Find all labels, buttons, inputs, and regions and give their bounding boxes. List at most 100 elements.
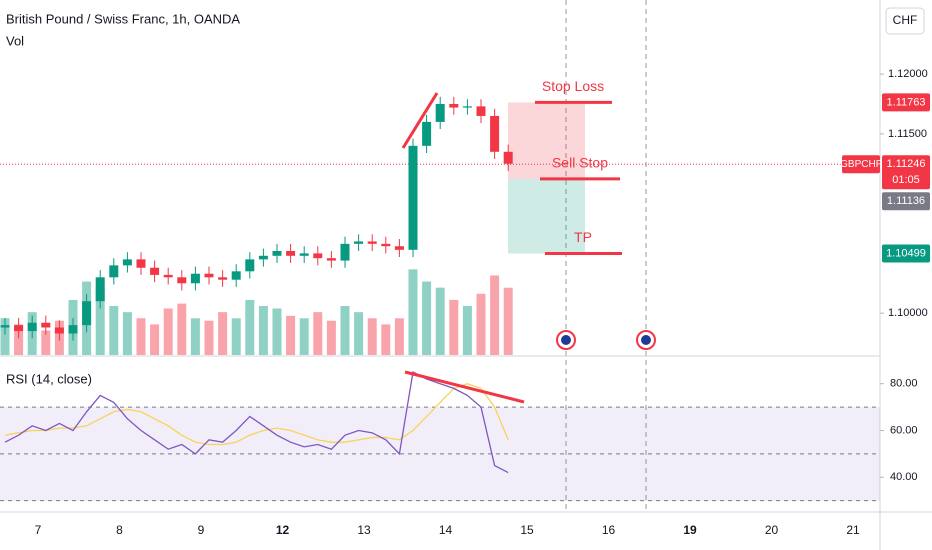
- x-tick-label: 12: [276, 523, 290, 537]
- price-label-box: [882, 192, 930, 211]
- volume-label: Vol: [6, 33, 24, 48]
- x-tick-label: 16: [602, 523, 616, 537]
- rsi-tick-label: 80.00: [890, 378, 918, 390]
- volume-bar: [422, 281, 432, 355]
- annotation-text: Stop Loss: [542, 78, 604, 94]
- volume-bar: [394, 318, 404, 355]
- volume-bar: [177, 303, 187, 355]
- candle-body: [435, 103, 445, 122]
- candle-body: [408, 145, 418, 250]
- price-label: 1.11136: [887, 195, 925, 207]
- candle-body: [218, 277, 228, 280]
- candle-body: [14, 325, 24, 332]
- x-tick-label: 8: [116, 523, 123, 537]
- candle-body: [272, 251, 282, 256]
- volume-bar: [41, 330, 51, 355]
- candle-body: [354, 241, 364, 244]
- candle-body: [258, 255, 268, 260]
- candle-body: [177, 277, 187, 284]
- price-label-box: [882, 155, 930, 190]
- symbol-box: [842, 155, 880, 174]
- event-icon[interactable]: [636, 330, 656, 350]
- rsi-label: RSI (14, close): [6, 371, 92, 386]
- x-tick-label: 19: [683, 523, 697, 537]
- volume-bar: [122, 312, 132, 355]
- currency-label[interactable]: CHF: [893, 13, 918, 27]
- candle-body: [490, 115, 500, 152]
- candle-body: [313, 253, 323, 259]
- x-tick-label: 7: [35, 523, 42, 537]
- volume-bar: [313, 312, 323, 355]
- candle-body: [326, 258, 336, 261]
- rsi-ma-line: [4, 383, 509, 446]
- annotation-text: Sell Stop: [552, 155, 608, 171]
- volume-bar: [462, 306, 472, 355]
- candle-body: [82, 301, 92, 326]
- trend-line: [404, 370, 525, 404]
- volume-bar: [490, 275, 500, 355]
- candle-body: [204, 273, 214, 278]
- candle-body: [462, 106, 472, 108]
- target-zone: [508, 178, 585, 254]
- y-tick-label: 1.12000: [888, 68, 928, 80]
- x-tick-label: 21: [846, 523, 860, 537]
- event-icon[interactable]: [556, 330, 576, 350]
- volume-bar: [367, 318, 377, 355]
- symbol-label: GBPCHF: [840, 159, 882, 170]
- volume-bar: [14, 324, 24, 355]
- volume-bar: [258, 306, 268, 355]
- volume-bar: [408, 269, 418, 355]
- volume-bar: [340, 306, 350, 355]
- candle-body: [367, 241, 377, 244]
- candle-body: [150, 267, 160, 275]
- trend-line: [401, 92, 439, 149]
- volume-bar: [204, 320, 214, 355]
- rsi-tick-label: 60.00: [890, 424, 918, 436]
- volume-bar: [109, 306, 119, 355]
- volume-bar: [286, 315, 296, 355]
- volume-bar: [503, 287, 513, 355]
- candle-body: [0, 325, 10, 328]
- volume-bar: [449, 299, 459, 355]
- volume-bar: [326, 320, 336, 355]
- y-tick-label: 1.10000: [888, 307, 928, 319]
- volume-bar: [163, 308, 173, 355]
- volume-bar: [0, 318, 10, 355]
- candle-body: [109, 265, 119, 278]
- price-label: 1.10499: [886, 247, 926, 259]
- candle-body: [476, 106, 486, 116]
- candle-body: [299, 253, 309, 256]
- candle-body: [245, 259, 255, 272]
- x-tick-label: 9: [198, 523, 205, 537]
- volume-bar: [218, 312, 228, 355]
- x-tick-label: 13: [357, 523, 371, 537]
- volume-bar: [231, 318, 241, 355]
- volume-bar: [435, 287, 445, 355]
- candle-body: [54, 327, 64, 334]
- countdown: 01:05: [892, 174, 920, 186]
- candle-body: [381, 243, 391, 247]
- volume-bar: [272, 308, 282, 355]
- candle-body: [422, 121, 432, 146]
- candle-body: [286, 251, 296, 256]
- volume-bar: [150, 324, 160, 355]
- candle-body: [95, 277, 105, 302]
- price-label-box: [882, 244, 930, 263]
- candle-body: [394, 246, 404, 250]
- price-label-box: [882, 93, 930, 112]
- currency-button[interactable]: [885, 7, 925, 35]
- annotation-text: TP: [574, 229, 592, 245]
- volume-bar: [136, 318, 146, 355]
- chart-title: British Pound / Swiss Franc, 1h, OANDA: [6, 11, 240, 26]
- rsi-tick-label: 40.00: [890, 471, 918, 483]
- candle-body: [68, 325, 78, 334]
- price-label: 1.11246: [887, 158, 926, 170]
- candle-body: [27, 322, 37, 332]
- x-tick-label: 14: [439, 523, 453, 537]
- volume-bar: [381, 324, 391, 355]
- candle-body: [503, 151, 513, 164]
- volume-bar: [245, 299, 255, 355]
- volume-bar: [354, 312, 364, 355]
- volume-bar: [299, 318, 309, 355]
